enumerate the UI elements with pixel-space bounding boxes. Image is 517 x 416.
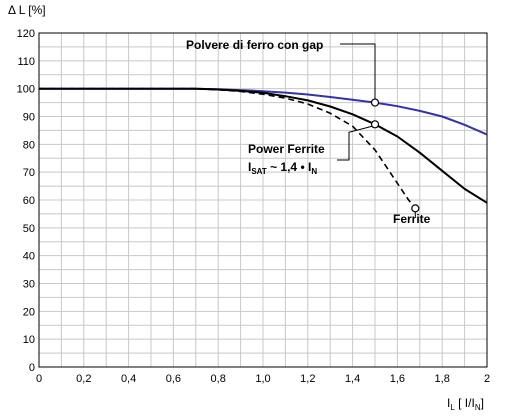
annotations	[370, 98, 420, 213]
y-tick-label: 30	[23, 279, 35, 291]
y-tick-label: 70	[23, 167, 35, 179]
x-tick-label: 1,6	[390, 373, 405, 385]
x-axis-title-rest: [ I/I	[455, 396, 475, 410]
x-axis-title: IL [ I/IN]	[447, 396, 484, 412]
label-power-ferrite: Power Ferrite	[248, 142, 325, 156]
y-tick-label: 50	[23, 223, 35, 235]
label-isat-mid: ~ 1,4 • I	[267, 160, 312, 174]
y-tick-label: 90	[23, 112, 35, 124]
annotation-ferrite: Ferrite	[393, 211, 431, 226]
x-tick-label: 1,8	[435, 373, 450, 385]
series-line-ferrite	[39, 87, 416, 209]
y-tick-label: 10	[23, 334, 35, 346]
x-tick-label: 1,4	[345, 373, 360, 385]
label-isat: ISAT ~ 1,4 • IN	[248, 160, 317, 176]
label-isat-sub2: N	[311, 167, 317, 176]
x-axis-title-main: I	[447, 396, 450, 410]
series-line-power-ferrite	[39, 87, 488, 204]
label-isat-sub: SAT	[251, 167, 267, 176]
label-isat-i: I	[248, 160, 251, 174]
plot-frame	[38, 32, 488, 368]
marker-ferrite	[411, 204, 420, 213]
label-polvere: Polvere di ferro con gap	[186, 38, 323, 52]
y-tick-label: 80	[23, 139, 35, 151]
y-tick-label: 20	[23, 306, 35, 318]
label-ferrite: Ferrite	[393, 212, 431, 226]
x-tick-label: 0	[36, 373, 42, 385]
y-tick-label: 100	[17, 84, 35, 96]
leader-line-polvere	[340, 43, 376, 100]
y-tick-label: 40	[23, 251, 35, 263]
annotation-polvere: Polvere di ferro con gap	[186, 38, 376, 100]
x-tick-label: 1,0	[255, 373, 270, 385]
leader-line-power-ferrite	[337, 125, 373, 161]
y-axis-title: Δ L [%]	[8, 3, 46, 17]
x-tick-label: 0,8	[211, 373, 226, 385]
x-tick-label: 0,2	[76, 373, 91, 385]
x-tick-label: 2	[484, 373, 490, 385]
x-tick-label: 0,4	[121, 373, 136, 385]
x-axis-title-sub: L	[450, 403, 455, 412]
annotation-power-ferrite: Power Ferrite ISAT ~ 1,4 • IN	[248, 125, 373, 176]
y-tick-label: 110	[17, 56, 35, 68]
marker-power-ferrite	[370, 120, 380, 129]
y-tick-label: 120	[17, 28, 35, 40]
series-group	[39, 87, 488, 209]
x-axis-title-sub2: N	[475, 403, 481, 412]
x-tick-label: 0,6	[166, 373, 181, 385]
y-tick-label: 0	[29, 362, 35, 374]
x-tick-label: 1,2	[300, 373, 315, 385]
x-axis-title-end: ]	[481, 396, 484, 410]
grid	[38, 32, 488, 368]
y-tick-label: 60	[23, 195, 35, 207]
marker-polvere	[370, 98, 380, 107]
tick-labels: 0 0,2 0,4 0,6 0,8 1,0 1,2 1,4 1,6 1,8 201020304050…	[17, 28, 490, 385]
